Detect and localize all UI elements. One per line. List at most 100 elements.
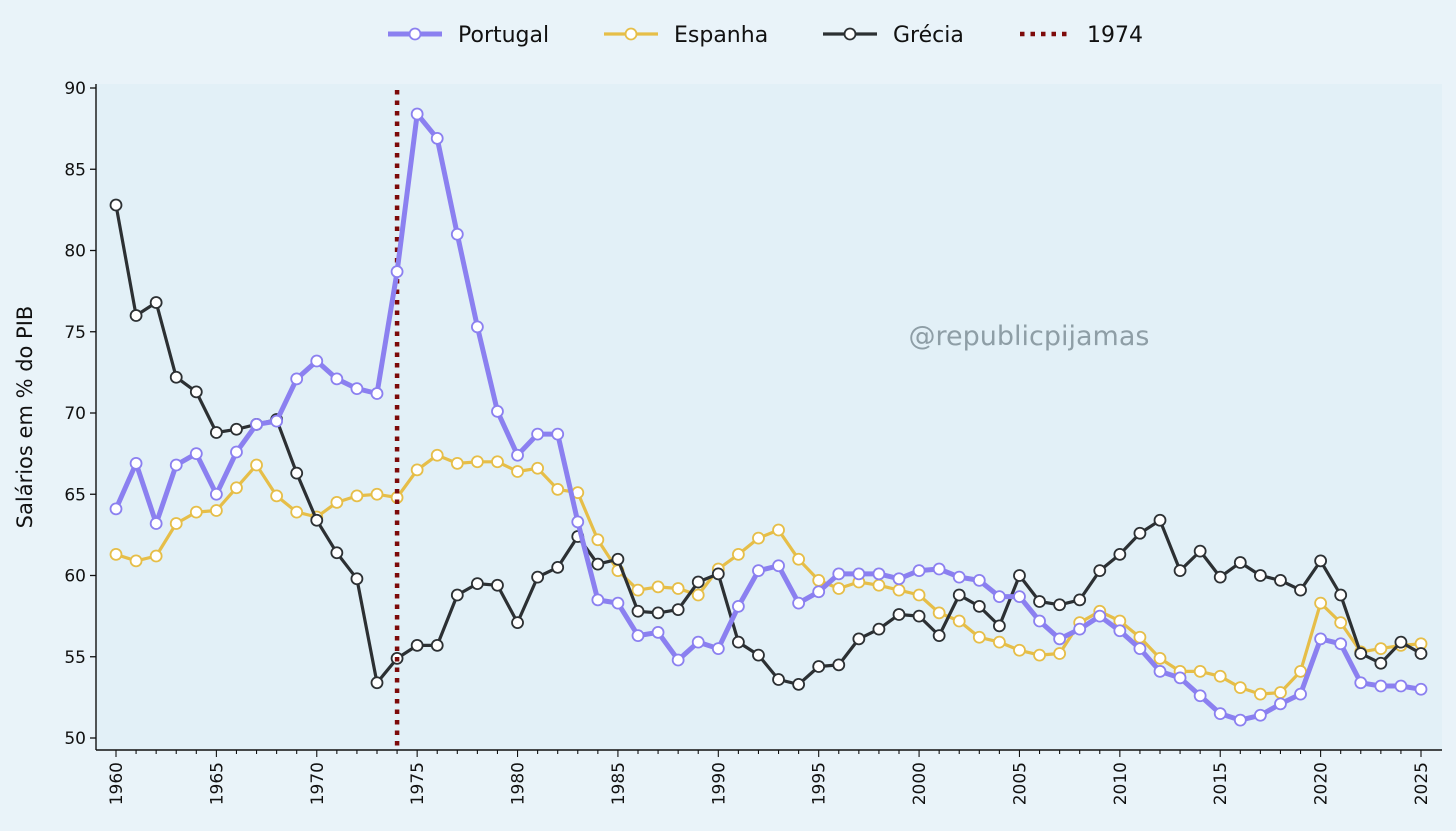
data-point [209, 487, 223, 501]
data-point [671, 582, 685, 595]
data-point [731, 635, 745, 649]
data-point [1233, 681, 1247, 695]
data-point [1033, 614, 1046, 628]
data-point [752, 564, 765, 578]
data-point [551, 482, 565, 496]
data-point [952, 570, 966, 584]
data-point [1113, 547, 1127, 561]
data-point [230, 445, 243, 459]
data-point [631, 629, 645, 643]
data-point [410, 638, 424, 652]
data-point [1354, 676, 1368, 690]
x-tick-label: 1960 [107, 762, 127, 805]
data-point [651, 580, 665, 594]
data-point [631, 604, 645, 618]
plot-area-background [96, 84, 1442, 750]
data-point [1053, 632, 1067, 646]
data-point [812, 573, 826, 587]
data-point [1033, 595, 1046, 608]
data-point [250, 458, 263, 472]
y-tick-label: 85 [64, 160, 86, 180]
data-point [1053, 647, 1067, 660]
legend-marker [624, 27, 638, 41]
x-tick-label: 2005 [1010, 762, 1030, 805]
data-point [1394, 635, 1408, 649]
data-point [932, 629, 946, 643]
data-point [129, 456, 143, 470]
data-point [531, 570, 545, 584]
data-point [330, 495, 344, 509]
data-point [1193, 544, 1207, 558]
data-point [872, 622, 886, 636]
data-point [1073, 622, 1087, 636]
data-point [1334, 588, 1348, 602]
data-point [671, 653, 685, 667]
data-point [290, 505, 304, 519]
data-point [832, 582, 846, 595]
data-point [1274, 697, 1287, 711]
data-point [350, 489, 364, 503]
data-point [149, 296, 163, 309]
data-point [1274, 686, 1287, 699]
data-point [1093, 564, 1107, 578]
y-tick-label: 90 [64, 79, 86, 99]
data-point [691, 588, 705, 602]
data-point [1133, 630, 1147, 644]
x-tick-label: 1995 [810, 762, 830, 805]
data-point [1314, 596, 1328, 610]
data-point [992, 619, 1006, 633]
data-point [972, 599, 986, 613]
data-point [169, 370, 183, 384]
legend-label: Portugal [458, 23, 549, 48]
data-point [551, 560, 565, 574]
data-point [872, 578, 886, 592]
data-point [491, 455, 504, 469]
data-point [450, 227, 464, 241]
data-point [1193, 689, 1207, 703]
data-point [1334, 637, 1348, 651]
data-point [711, 567, 725, 581]
data-point [972, 573, 986, 587]
data-point [1013, 643, 1026, 657]
series-portugal [109, 107, 1428, 727]
data-point [290, 466, 304, 480]
data-point [591, 557, 605, 571]
x-tick-label: 2025 [1412, 762, 1432, 805]
data-point [1394, 679, 1408, 693]
data-point [1213, 707, 1227, 721]
data-point [912, 609, 926, 623]
series-layer [109, 90, 1428, 750]
data-point [491, 578, 504, 592]
data-point [1153, 664, 1167, 678]
data-point [691, 575, 705, 589]
data-point [892, 583, 906, 597]
data-point [772, 673, 785, 686]
data-point [531, 461, 545, 475]
series-grecia [109, 198, 1428, 691]
data-point [1213, 570, 1227, 584]
legend-label: Espanha [674, 23, 768, 48]
data-point [1133, 526, 1147, 540]
data-point [1193, 664, 1207, 678]
data-point [1153, 513, 1167, 527]
data-point [470, 577, 484, 591]
data-point [209, 504, 223, 517]
data-point [270, 489, 284, 503]
data-point [310, 513, 324, 527]
legend: Portugal Espanha Grécia 1974 [388, 23, 1143, 48]
data-point [1033, 648, 1046, 662]
data-point [1173, 564, 1187, 578]
data-point [491, 404, 504, 418]
data-point [1093, 609, 1107, 623]
data-point [410, 463, 424, 477]
data-point [972, 630, 986, 644]
data-point [892, 572, 906, 586]
data-point [792, 596, 806, 610]
data-point [1053, 598, 1067, 612]
y-axis-label: Salários em % do PIB [13, 306, 37, 529]
data-point [1233, 556, 1247, 569]
data-point [932, 606, 946, 620]
data-point [149, 517, 163, 530]
